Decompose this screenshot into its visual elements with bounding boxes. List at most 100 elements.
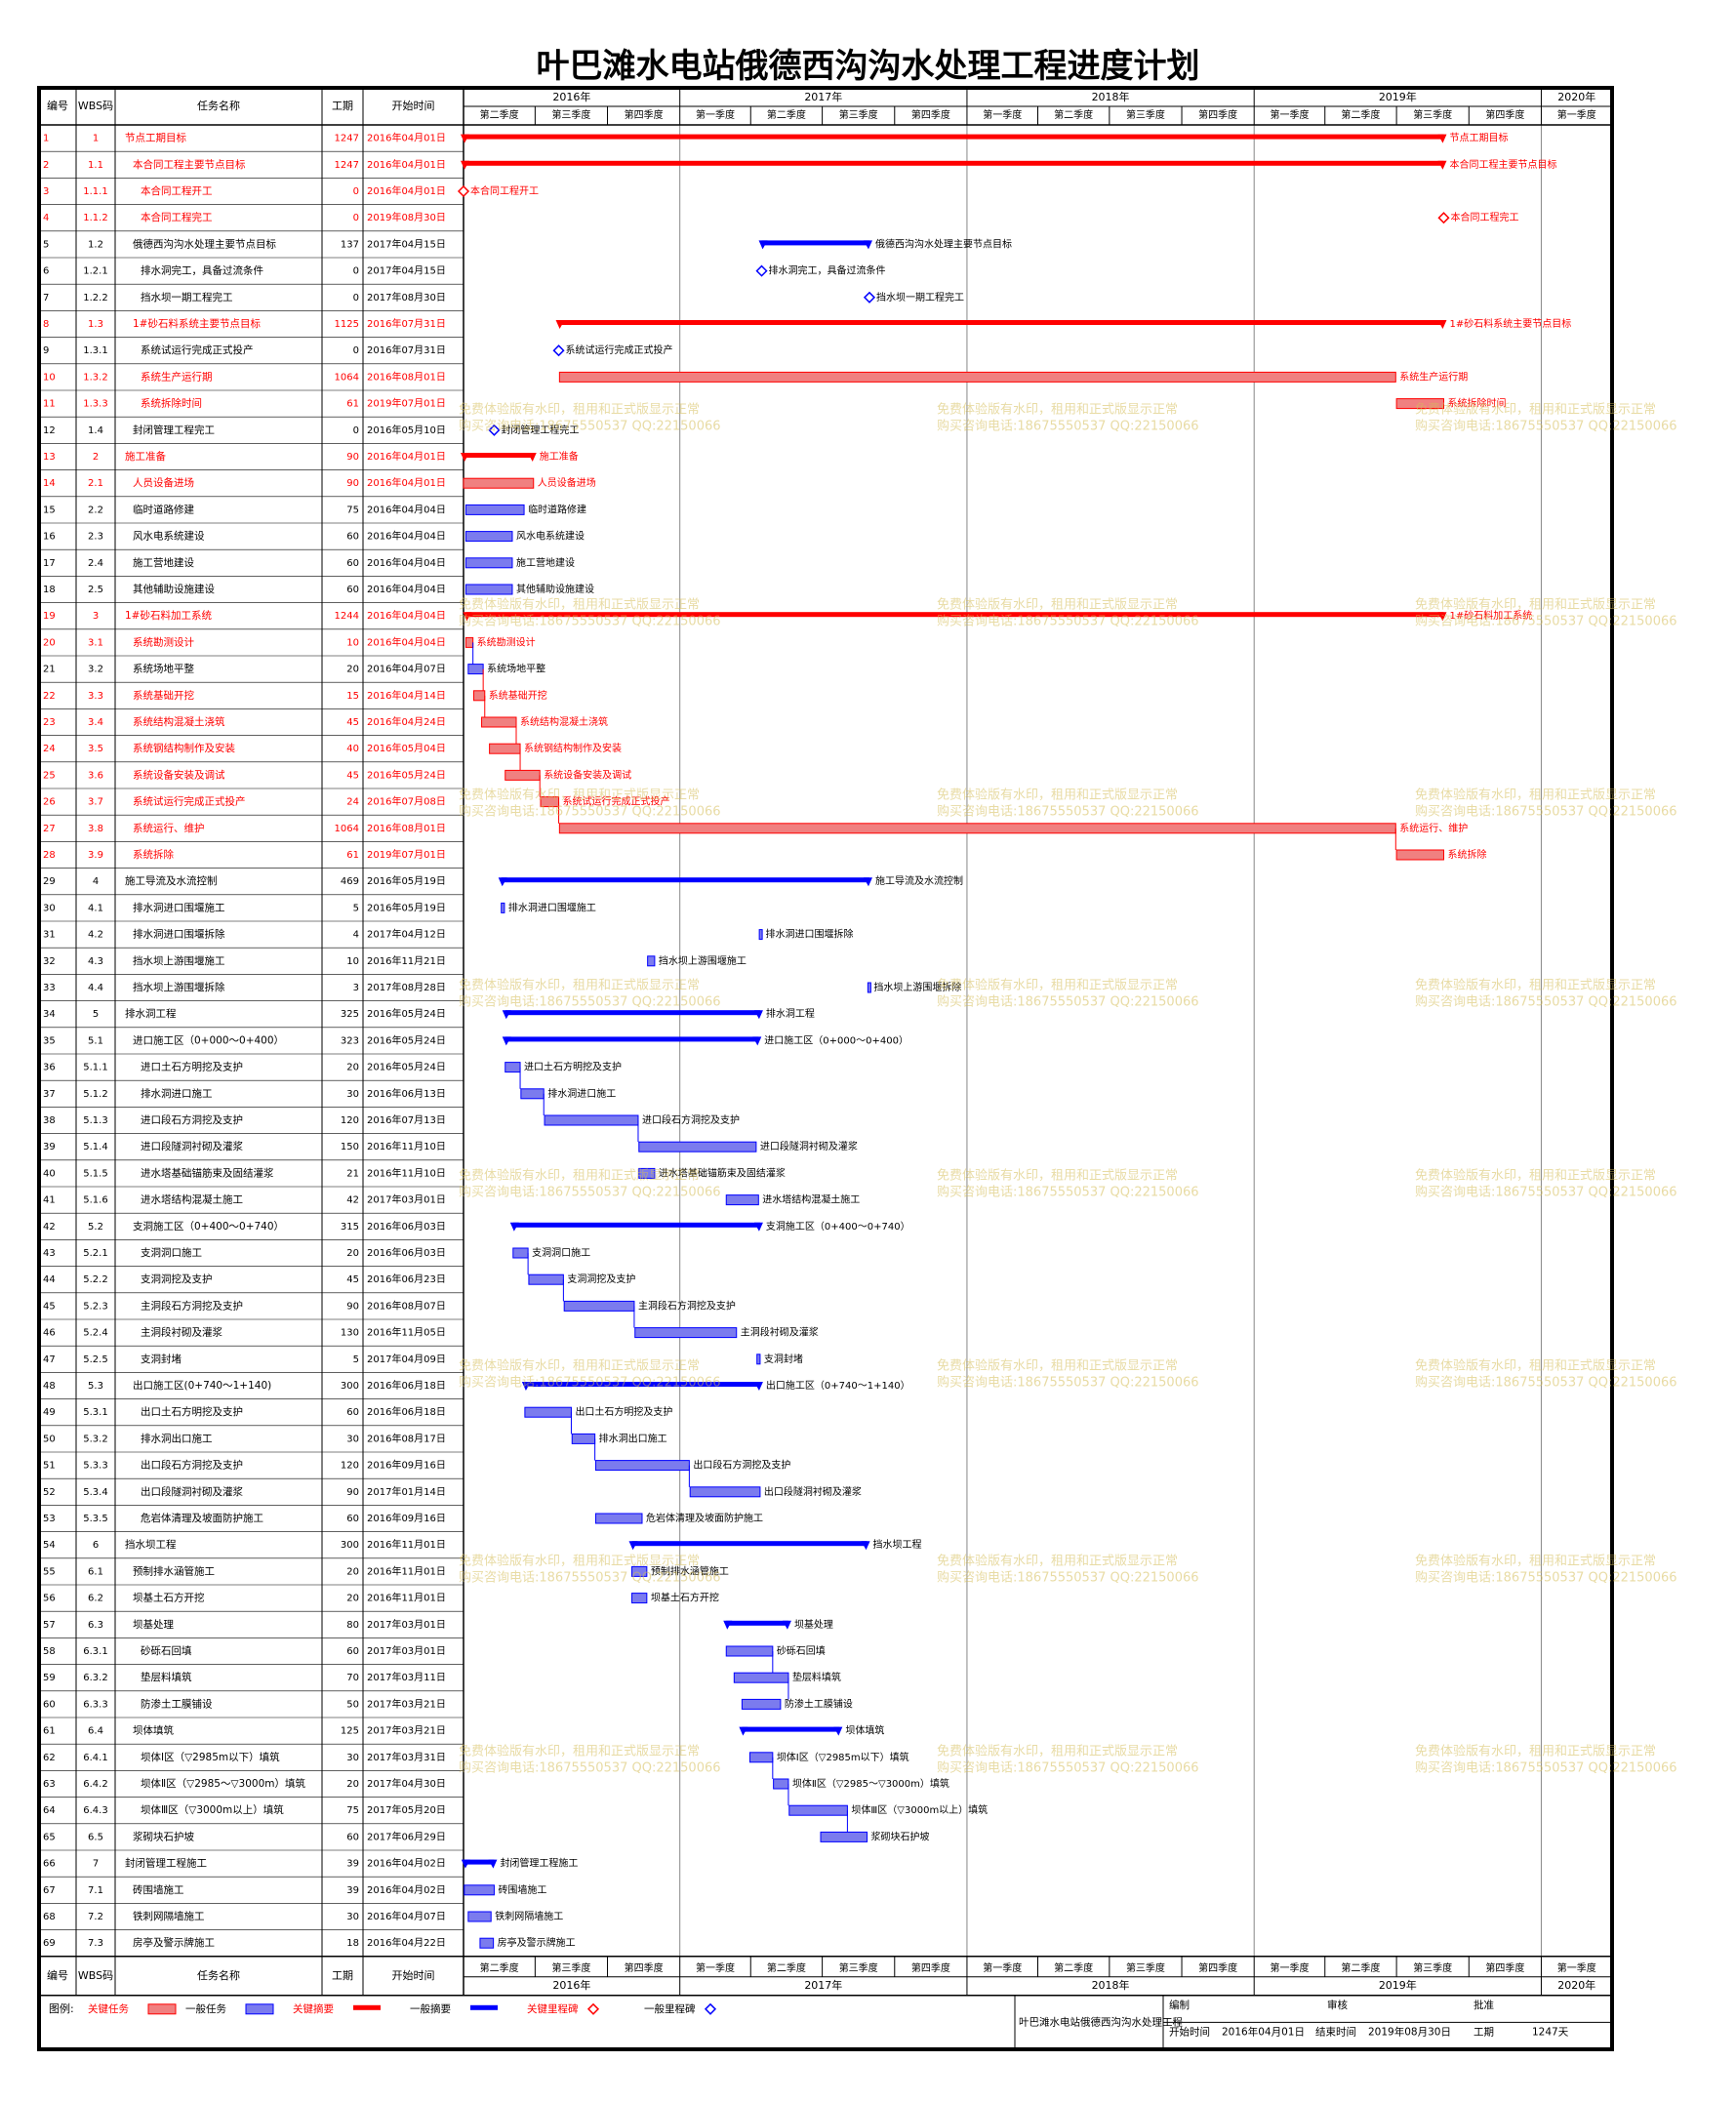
quarter-label: 第四季度 bbox=[911, 1961, 950, 1974]
task-name: 出口段隧洞衬砌及灌浆 bbox=[141, 1485, 243, 1498]
task-name: 系统场地平整 bbox=[133, 663, 194, 675]
task-start: 2016年06月18日 bbox=[367, 1405, 446, 1418]
task-start: 2016年05月19日 bbox=[367, 874, 446, 887]
task-name: 施工准备 bbox=[125, 450, 166, 463]
task-id: 38 bbox=[43, 1115, 56, 1126]
task-wbs: 5 bbox=[93, 1009, 99, 1020]
bar-label: 人员设备进场 bbox=[538, 476, 596, 489]
task-id: 25 bbox=[43, 770, 56, 781]
task-start: 2017年01月14日 bbox=[367, 1485, 446, 1498]
task-bar bbox=[463, 477, 535, 489]
task-wbs: 5.2.5 bbox=[83, 1354, 107, 1365]
bar-label: 排水洞进口围堰拆除 bbox=[766, 928, 854, 941]
task-start: 2017年03月11日 bbox=[367, 1671, 446, 1683]
task-name: 俄德西沟沟水处理主要节点目标 bbox=[133, 237, 276, 250]
quarter-label: 第二季度 bbox=[480, 1961, 519, 1974]
task-name: 系统钢结构制作及安装 bbox=[133, 742, 235, 754]
task-id: 39 bbox=[43, 1142, 56, 1152]
task-id: 67 bbox=[43, 1885, 56, 1896]
bar-label: 进口段隧洞衬砌及灌浆 bbox=[760, 1140, 858, 1152]
task-id: 64 bbox=[43, 1805, 56, 1816]
footer-start-label: 开始时间 bbox=[1169, 2025, 1210, 2038]
watermark-text: 购买咨询电话:18675550537 QQ:22150066 bbox=[937, 804, 1199, 820]
watermark-text: 购买咨询电话:18675550537 QQ:22150066 bbox=[937, 1375, 1199, 1391]
quarter-label: 第三季度 bbox=[839, 108, 878, 121]
bar-label: 其他辅助设施建设 bbox=[516, 583, 594, 595]
quarter-label: 第三季度 bbox=[1126, 1961, 1165, 1974]
quarter-label: 第三季度 bbox=[839, 1961, 878, 1974]
summary-bar-end bbox=[1437, 160, 1447, 170]
task-duration: 39 bbox=[346, 1859, 359, 1870]
task-wbs: 5.3.5 bbox=[83, 1514, 107, 1524]
watermark-text: 免费体验版有水印，租用和正式版显示正常 bbox=[1415, 597, 1656, 613]
summary-bar bbox=[726, 1620, 788, 1626]
bar-label: 主洞段衬砌及灌浆 bbox=[741, 1326, 819, 1339]
task-wbs: 7.3 bbox=[88, 1938, 103, 1949]
task-duration: 137 bbox=[341, 239, 359, 250]
task-id: 18 bbox=[43, 585, 56, 595]
bar-label: 浆砌块石护坡 bbox=[871, 1830, 930, 1842]
bar-label: 砂砾石回填 bbox=[777, 1644, 826, 1657]
task-wbs: 3.9 bbox=[88, 850, 103, 861]
task-wbs: 3.6 bbox=[88, 770, 103, 781]
task-id: 53 bbox=[43, 1514, 56, 1524]
task-id: 30 bbox=[43, 903, 56, 913]
bar-label: 进口施工区（0+000～0+400） bbox=[764, 1033, 908, 1046]
task-wbs: 6.3.3 bbox=[83, 1699, 107, 1710]
summary-bar-end bbox=[488, 1859, 498, 1869]
task-start: 2016年05月19日 bbox=[367, 901, 446, 913]
bar-label: 系统试运行完成正式投产 bbox=[566, 344, 673, 356]
bar-label: 垫层料填筑 bbox=[792, 1671, 841, 1683]
watermark-text: 免费体验版有水印，租用和正式版显示正常 bbox=[937, 597, 1178, 613]
task-name: 节点工期目标 bbox=[125, 133, 186, 144]
task-bar bbox=[1395, 398, 1444, 410]
task-bar bbox=[524, 1406, 572, 1418]
year-label: 2020年 bbox=[1557, 90, 1595, 103]
task-duration: 1064 bbox=[335, 824, 359, 834]
task-duration: 300 bbox=[341, 1540, 359, 1551]
task-start: 2017年04月15日 bbox=[367, 237, 446, 250]
task-name: 系统运行、维护 bbox=[133, 822, 205, 834]
footer-duration-label: 工期 bbox=[1474, 2026, 1494, 2038]
task-start: 2016年09月16日 bbox=[367, 1459, 446, 1472]
task-wbs: 6.3.2 bbox=[83, 1673, 107, 1683]
task-id: 58 bbox=[43, 1646, 56, 1657]
bar-label: 出口段石方洞挖及支护 bbox=[693, 1459, 790, 1472]
watermark-text: 免费体验版有水印，租用和正式版显示正常 bbox=[459, 1168, 700, 1184]
quarter-label: 第三季度 bbox=[551, 1961, 590, 1974]
year-label: 2019年 bbox=[1379, 1978, 1417, 1992]
quarter-label: 第二季度 bbox=[1054, 1961, 1093, 1974]
task-name: 坝基土石方开挖 bbox=[133, 1592, 205, 1604]
watermark-text: 购买咨询电话:18675550537 QQ:22150066 bbox=[937, 614, 1199, 629]
task-start: 2016年11月10日 bbox=[367, 1140, 446, 1152]
milestone-marker bbox=[488, 424, 501, 436]
summary-bar-end bbox=[461, 453, 469, 462]
task-wbs: 7.2 bbox=[88, 1912, 103, 1922]
footer-end-value: 2019年08月30日 bbox=[1368, 2025, 1451, 2038]
bar-label: 系统场地平整 bbox=[487, 663, 545, 675]
task-start: 2016年07月31日 bbox=[367, 317, 446, 330]
task-duration: 20 bbox=[346, 1779, 359, 1790]
task-wbs: 1.3.3 bbox=[83, 399, 107, 410]
task-wbs: 2.5 bbox=[88, 585, 103, 595]
task-start: 2016年04月02日 bbox=[367, 1883, 446, 1896]
task-wbs: 5.3.4 bbox=[83, 1487, 107, 1498]
task-start: 2016年08月17日 bbox=[367, 1432, 446, 1444]
task-name: 排水洞完工，具备过流条件 bbox=[141, 264, 263, 277]
task-duration: 4 bbox=[353, 930, 359, 941]
task-name: 坝基处理 bbox=[133, 1618, 174, 1631]
legend-swatch bbox=[353, 2004, 381, 2010]
task-name: 进口段隧洞衬砌及灌浆 bbox=[141, 1140, 243, 1152]
watermark-text: 购买咨询电话:18675550537 QQ:22150066 bbox=[459, 1760, 721, 1776]
task-start: 2016年04月04日 bbox=[367, 503, 446, 515]
task-bar bbox=[756, 1354, 761, 1365]
watermark-text: 购买咨询电话:18675550537 QQ:22150066 bbox=[1415, 804, 1677, 820]
task-start: 2016年04月04日 bbox=[367, 556, 446, 569]
summary-bar-end bbox=[753, 1010, 763, 1020]
task-start: 2016年07月13日 bbox=[367, 1113, 446, 1126]
watermark-text: 免费体验版有水印，租用和正式版显示正常 bbox=[1415, 978, 1656, 993]
summary-bar bbox=[464, 134, 1444, 140]
task-name: 挡水坝一期工程完工 bbox=[141, 291, 233, 303]
watermark-text: 购买咨询电话:18675550537 QQ:22150066 bbox=[937, 419, 1199, 434]
task-id: 3 bbox=[43, 186, 49, 197]
